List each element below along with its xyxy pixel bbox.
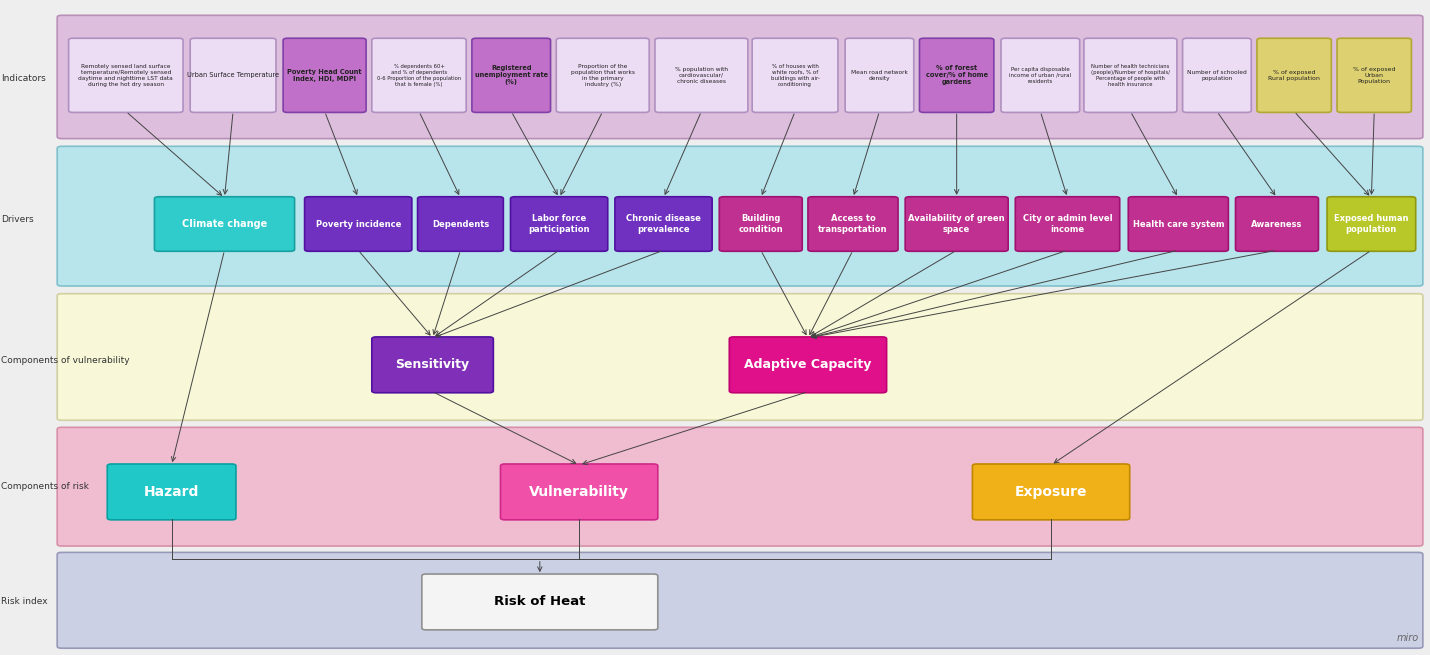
FancyBboxPatch shape xyxy=(905,196,1008,252)
FancyBboxPatch shape xyxy=(752,38,838,113)
Text: Poverty incidence: Poverty incidence xyxy=(316,219,400,229)
FancyBboxPatch shape xyxy=(808,196,898,252)
FancyBboxPatch shape xyxy=(1257,38,1331,113)
FancyBboxPatch shape xyxy=(1128,196,1228,252)
Text: % dependents 60+
and % of dependents
0-6 Proportion of the population
that is fe: % dependents 60+ and % of dependents 0-6… xyxy=(378,64,460,86)
Text: City or admin level
income: City or admin level income xyxy=(1022,214,1113,234)
FancyBboxPatch shape xyxy=(305,196,412,252)
FancyBboxPatch shape xyxy=(69,38,183,113)
Text: Indicators: Indicators xyxy=(1,74,46,83)
Text: Proportion of the
population that works
in the primary
industry (%): Proportion of the population that works … xyxy=(571,64,635,86)
FancyBboxPatch shape xyxy=(511,196,608,252)
FancyBboxPatch shape xyxy=(1015,196,1120,252)
Text: % population with
cardiovascular/
chronic diseases: % population with cardiovascular/ chroni… xyxy=(675,67,728,84)
FancyBboxPatch shape xyxy=(422,574,658,630)
FancyBboxPatch shape xyxy=(972,464,1130,520)
Text: Adaptive Capacity: Adaptive Capacity xyxy=(744,358,872,371)
Text: Awareness: Awareness xyxy=(1251,219,1303,229)
FancyBboxPatch shape xyxy=(500,464,658,520)
Text: Building
condition: Building condition xyxy=(738,214,784,234)
Text: Availability of green
space: Availability of green space xyxy=(908,214,1005,234)
FancyBboxPatch shape xyxy=(372,38,466,113)
Text: Per capita disposable
income of urban /rural
residents: Per capita disposable income of urban /r… xyxy=(1010,67,1071,84)
FancyBboxPatch shape xyxy=(1337,38,1411,113)
FancyBboxPatch shape xyxy=(372,337,493,393)
Text: Risk index: Risk index xyxy=(1,597,49,606)
FancyBboxPatch shape xyxy=(472,38,551,113)
FancyBboxPatch shape xyxy=(190,38,276,113)
Text: Remotely sensed land surface
temperature/Remotely sensed
daytime and nighttime L: Remotely sensed land surface temperature… xyxy=(79,64,173,86)
FancyBboxPatch shape xyxy=(556,38,649,113)
Text: Exposure: Exposure xyxy=(1015,485,1087,499)
FancyBboxPatch shape xyxy=(154,196,295,252)
Text: Health care system: Health care system xyxy=(1133,219,1224,229)
FancyBboxPatch shape xyxy=(719,196,802,252)
Text: Chronic disease
prevalence: Chronic disease prevalence xyxy=(626,214,701,234)
FancyBboxPatch shape xyxy=(57,552,1423,648)
FancyBboxPatch shape xyxy=(845,38,914,113)
Text: Labor force
participation: Labor force participation xyxy=(528,214,591,234)
Text: Mean road network
density: Mean road network density xyxy=(851,70,908,81)
FancyBboxPatch shape xyxy=(729,337,887,393)
FancyBboxPatch shape xyxy=(418,196,503,252)
Text: Components of vulnerability: Components of vulnerability xyxy=(1,356,130,365)
Text: % of exposed
Urban
Population: % of exposed Urban Population xyxy=(1353,67,1396,84)
FancyBboxPatch shape xyxy=(655,38,748,113)
Text: Components of risk: Components of risk xyxy=(1,482,89,491)
Text: Access to
transportation: Access to transportation xyxy=(818,214,888,234)
FancyBboxPatch shape xyxy=(283,38,366,113)
Text: % of forest
cover/% of home
gardens: % of forest cover/% of home gardens xyxy=(925,66,988,85)
FancyBboxPatch shape xyxy=(107,464,236,520)
FancyBboxPatch shape xyxy=(1084,38,1177,113)
FancyBboxPatch shape xyxy=(57,146,1423,286)
FancyBboxPatch shape xyxy=(57,15,1423,139)
FancyBboxPatch shape xyxy=(57,427,1423,546)
Text: Sensitivity: Sensitivity xyxy=(396,358,469,371)
FancyBboxPatch shape xyxy=(919,38,994,113)
Text: Number of schooled
population: Number of schooled population xyxy=(1187,70,1247,81)
FancyBboxPatch shape xyxy=(1183,38,1251,113)
Text: Number of health technicians
(people)/Number of hospitals/
Percentage of people : Number of health technicians (people)/Nu… xyxy=(1091,64,1170,86)
Text: Exposed human
population: Exposed human population xyxy=(1334,214,1409,234)
Text: Risk of Heat: Risk of Heat xyxy=(495,595,585,608)
FancyBboxPatch shape xyxy=(1001,38,1080,113)
FancyBboxPatch shape xyxy=(1236,196,1318,252)
Text: % of houses with
white roofs, % of
buildings with air-
conditioning: % of houses with white roofs, % of build… xyxy=(771,64,819,86)
FancyBboxPatch shape xyxy=(615,196,712,252)
FancyBboxPatch shape xyxy=(1327,196,1416,252)
Text: Hazard: Hazard xyxy=(144,485,199,499)
Text: Poverty Head Count
Index, HDI, MDPI: Poverty Head Count Index, HDI, MDPI xyxy=(287,69,362,82)
Text: Climate change: Climate change xyxy=(182,219,267,229)
Text: % of exposed
Rural population: % of exposed Rural population xyxy=(1268,70,1320,81)
Text: Urban Surface Temperature: Urban Surface Temperature xyxy=(187,72,279,79)
Text: miro: miro xyxy=(1396,633,1419,643)
Text: Drivers: Drivers xyxy=(1,215,34,224)
Text: Registered
unemployment rate
(%): Registered unemployment rate (%) xyxy=(475,66,548,85)
Text: Dependents: Dependents xyxy=(432,219,489,229)
Text: Vulnerability: Vulnerability xyxy=(529,485,629,499)
FancyBboxPatch shape xyxy=(57,293,1423,421)
